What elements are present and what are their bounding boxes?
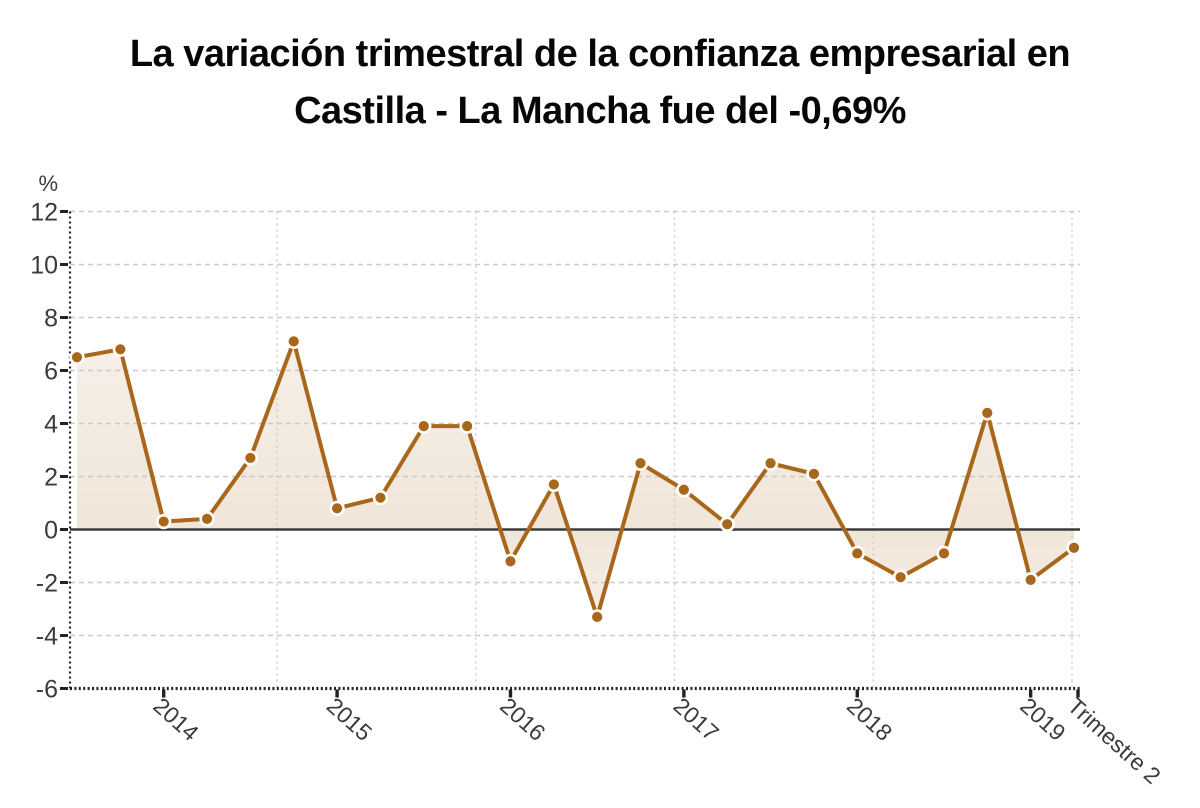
data-point [719,516,735,532]
data-point [936,545,952,562]
y-tick-label: 10 [30,252,58,280]
data-point [459,418,475,434]
y-tick-label: 6 [44,358,58,386]
x-tick-label: 2014 [148,692,204,746]
data-point [806,466,822,482]
data-point [1066,540,1082,556]
x-tick-label: 2018 [842,692,897,746]
data-point [979,405,996,421]
area-fill [77,341,1074,617]
chart-title-line1: La variación trimestral de la confianza … [129,33,1071,75]
trend-line [75,339,1076,619]
y-tick-label: 12 [30,199,58,227]
data-point [416,418,432,434]
data-point [676,482,692,498]
data-point [632,455,649,471]
y-tick-label: 4 [44,411,58,439]
chart-title-line2: Castilla - La Mancha fue del -0,69% [294,90,906,132]
data-point [199,511,215,527]
data-point [372,490,389,506]
y-tick-label: -2 [36,570,58,598]
x-tick-label: 2016 [495,692,550,746]
y-tick-label: 0 [44,517,58,545]
data-point [502,553,519,569]
x-tick-label: 2015 [322,692,377,746]
data-point [69,349,85,365]
data-point [1022,572,1039,588]
y-tick-label: -4 [36,623,58,651]
data-point [892,569,909,585]
data-point [242,450,259,466]
data-point [112,341,129,357]
data-point [546,476,562,493]
x-tick-label: 2019 [1015,692,1070,746]
x-tick-label: Trimestre 2 [1063,692,1166,789]
data-point [155,513,172,530]
data-point [286,333,302,350]
data-point [329,500,345,516]
x-tick-label: 2017 [669,692,724,746]
y-tick-label: 2 [44,464,58,492]
chart-title: La variación trimestral de la confianza … [0,26,1200,140]
y-tick-label: 8 [44,305,58,333]
data-point [762,455,779,471]
data-point [589,609,605,625]
y-axis-unit-label: % [38,171,58,196]
y-tick-label: -6 [36,676,58,704]
data-point [849,545,865,562]
